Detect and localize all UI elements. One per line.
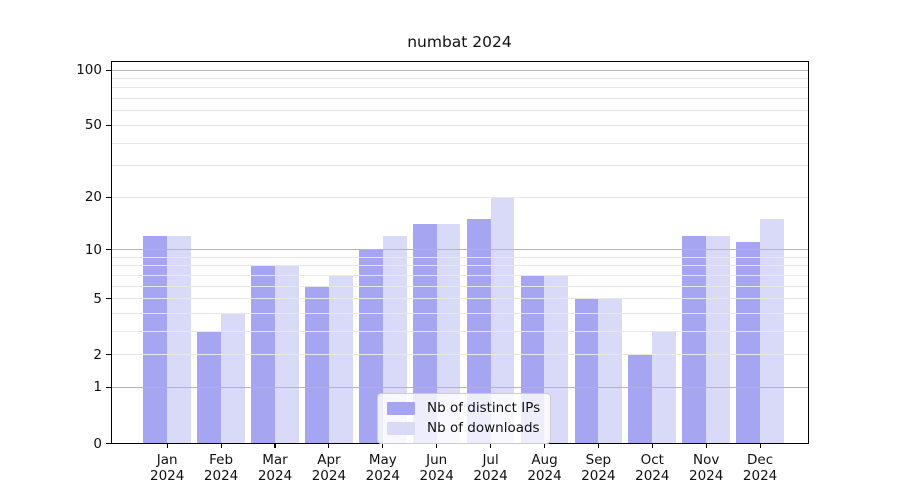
x-tick-label-jan: Jan 2024 bbox=[150, 451, 185, 485]
minor-gridline-50 bbox=[110, 124, 810, 126]
x-tick-label-dec: Dec 2024 bbox=[742, 451, 778, 485]
major-gridline-10 bbox=[110, 249, 810, 250]
y-tick-mark bbox=[106, 248, 111, 251]
y-tick-label-50: 50 bbox=[84, 117, 102, 134]
bar-nb-of-distinct-ips-oct bbox=[628, 354, 653, 444]
x-tick-label-jul: Jul 2024 bbox=[473, 451, 508, 485]
x-tick-mark bbox=[166, 443, 168, 448]
minor-gridline-7 bbox=[110, 274, 810, 276]
bar-nb-of-distinct-ips-sep bbox=[574, 298, 599, 444]
y-tick-label-1: 1 bbox=[93, 379, 102, 396]
minor-gridline-30 bbox=[110, 165, 810, 167]
minor-gridline-90 bbox=[110, 78, 810, 80]
minor-gridline-5 bbox=[110, 298, 810, 300]
x-tick-mark bbox=[705, 443, 707, 448]
x-tick-label-aug: Aug 2024 bbox=[527, 451, 562, 485]
legend-label: Nb of distinct IPs bbox=[427, 399, 541, 416]
x-tick-label-oct: Oct 2024 bbox=[635, 451, 670, 485]
bar-nb-of-distinct-ips-dec bbox=[736, 242, 761, 444]
major-gridline-100 bbox=[110, 69, 810, 71]
bar-nb-of-distinct-ips-jun bbox=[412, 224, 437, 444]
x-tick-label-mar: Mar 2024 bbox=[257, 451, 293, 485]
minor-gridline-8 bbox=[110, 265, 810, 267]
y-tick-label-0: 0 bbox=[93, 435, 102, 452]
legend-item: Nb of distinct IPs bbox=[387, 400, 540, 417]
x-tick-label-may: May 2024 bbox=[365, 451, 400, 485]
y-tick-mark bbox=[106, 124, 111, 126]
minor-gridline-9 bbox=[110, 256, 810, 258]
x-tick-mark bbox=[597, 443, 599, 448]
y-tick-label-10: 10 bbox=[84, 241, 102, 258]
bar-nb-of-distinct-ips-nov bbox=[682, 235, 707, 444]
y-tick-mark bbox=[106, 442, 111, 445]
bar-nb-of-downloads-may bbox=[382, 235, 407, 444]
x-tick-mark bbox=[436, 443, 438, 448]
legend: Nb of distinct IPs Nb of downloads bbox=[377, 392, 552, 444]
x-tick-label-apr: Apr 2024 bbox=[311, 451, 347, 485]
x-tick-label-sep: Sep 2024 bbox=[581, 451, 616, 485]
x-tick-mark bbox=[543, 443, 546, 448]
x-tick-mark bbox=[759, 443, 761, 448]
chart-title: numbat 2024 bbox=[407, 33, 512, 51]
bar-nb-of-downloads-sep bbox=[598, 298, 623, 444]
major-gridline-1 bbox=[110, 386, 810, 388]
bar-nb-of-downloads-nov bbox=[706, 235, 730, 444]
y-tick-mark bbox=[106, 386, 111, 388]
minor-gridline-20 bbox=[110, 196, 810, 198]
x-tick-mark bbox=[651, 443, 653, 448]
x-tick-mark bbox=[220, 443, 222, 448]
x-tick-mark bbox=[274, 443, 276, 448]
minor-gridline-4 bbox=[110, 312, 810, 314]
minor-gridline-2 bbox=[110, 354, 810, 356]
legend-swatch-nb-of-distinct-ips bbox=[387, 401, 415, 415]
bar-nb-of-downloads-jul bbox=[490, 197, 515, 444]
x-tick-label-feb: Feb 2024 bbox=[203, 451, 239, 485]
x-tick-label-nov: Nov 2024 bbox=[689, 451, 724, 485]
bar-nb-of-downloads-jan bbox=[167, 235, 191, 444]
minor-gridline-80 bbox=[110, 87, 810, 89]
y-tick-label-100: 100 bbox=[76, 62, 102, 79]
bar-nb-of-downloads-jun bbox=[436, 224, 461, 444]
y-tick-label-2: 2 bbox=[93, 346, 102, 363]
y-tick-mark bbox=[106, 297, 111, 300]
minor-gridline-40 bbox=[110, 142, 810, 144]
legend-swatch-nb-of-downloads bbox=[387, 421, 415, 435]
y-tick-mark bbox=[106, 354, 111, 356]
plot-frame bbox=[110, 60, 810, 444]
minor-gridline-70 bbox=[110, 98, 810, 100]
y-tick-mark bbox=[106, 196, 111, 198]
x-tick-mark bbox=[490, 443, 492, 448]
x-tick-mark bbox=[382, 443, 384, 448]
y-tick-label-20: 20 bbox=[84, 189, 102, 206]
x-tick-mark bbox=[328, 443, 330, 448]
minor-gridline-60 bbox=[110, 110, 810, 112]
bar-nb-of-distinct-ips-jan bbox=[143, 235, 168, 444]
bar-nb-of-distinct-ips-may bbox=[358, 249, 383, 444]
grid-layer bbox=[110, 61, 810, 444]
minor-gridline-6 bbox=[110, 285, 810, 287]
legend-label: Nb of downloads bbox=[427, 419, 540, 436]
bar-nb-of-downloads-feb bbox=[221, 313, 245, 444]
y-tick-mark bbox=[106, 69, 111, 71]
plot-area bbox=[110, 60, 810, 444]
minor-gridline-3 bbox=[110, 330, 810, 332]
bar-nb-of-downloads-apr bbox=[328, 275, 353, 444]
x-tick-label-jun: Jun 2024 bbox=[419, 451, 454, 485]
legend-item: Nb of downloads bbox=[387, 420, 540, 437]
bar-nb-of-distinct-ips-apr bbox=[305, 286, 329, 444]
y-tick-label-5: 5 bbox=[93, 290, 102, 307]
